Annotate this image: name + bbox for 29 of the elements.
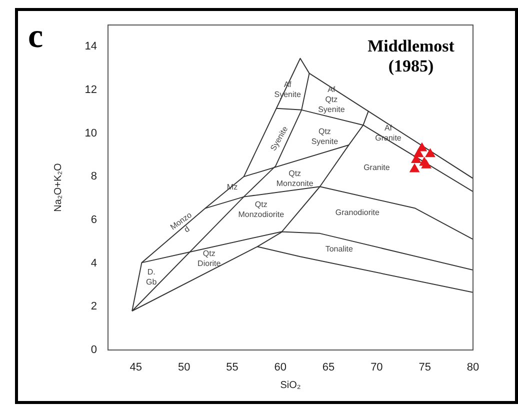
annotation: Granite [364, 162, 390, 172]
y-tick-label: 10 [84, 127, 97, 140]
y-tick-label: 2 [90, 300, 97, 313]
x-tick-label: 55 [226, 362, 238, 374]
x-tick-label: 75 [418, 362, 431, 374]
text: c [28, 17, 44, 57]
x-axis-title: SiO₂ [280, 380, 301, 391]
y-tick-label: 6 [90, 214, 97, 226]
annotation: Tonalite [325, 244, 354, 254]
y-tick-label: 0 [90, 344, 97, 356]
annotation: Qtz Monzodiorite [238, 200, 285, 220]
x-tick-label: 50 [178, 362, 190, 374]
y-axis-title: Na₂O+K₂O [52, 162, 64, 212]
x-tick-label: 65 [322, 362, 335, 374]
y-tick-label: 12 [84, 84, 97, 96]
annotation: D. Gb [146, 268, 158, 287]
text: Middlemost (1985) [368, 36, 455, 76]
annotation: Qtz Syenite [311, 126, 339, 146]
annotation: Granodiorite [335, 208, 380, 217]
x-tick-label: 80 [466, 362, 480, 374]
y-tick-label: 14 [84, 40, 97, 53]
annotation: Af Qtz Syenite [318, 84, 346, 114]
y-tick-label: 8 [90, 170, 97, 183]
x-tick-label: 45 [130, 362, 142, 374]
y-tick-label: 4 [90, 257, 97, 270]
annotation: Qtz Diorite [198, 249, 222, 268]
x-tick-label: 60 [274, 362, 287, 374]
annotation: Qtz Monzonite [276, 169, 314, 188]
x-tick-label: 70 [370, 362, 383, 374]
